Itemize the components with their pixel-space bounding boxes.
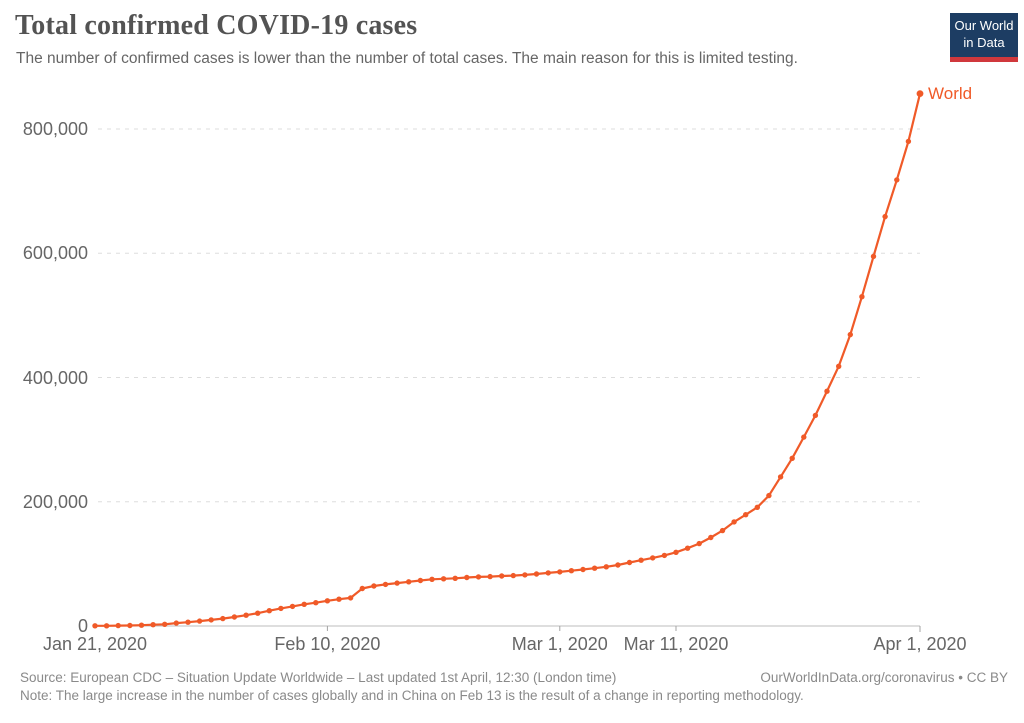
- data-point: [336, 596, 342, 602]
- data-point: [545, 570, 551, 576]
- source-text: Source: European CDC – Situation Update …: [20, 670, 617, 685]
- data-point: [324, 598, 331, 604]
- page-title: Total confirmed COVID-19 cases: [15, 10, 418, 41]
- data-point: [673, 549, 679, 555]
- data-point: [138, 622, 145, 628]
- data-point: [766, 492, 772, 499]
- data-line-world: [93, 92, 922, 627]
- data-point: [580, 566, 586, 573]
- data-point: [220, 615, 226, 622]
- data-point: [894, 177, 900, 183]
- data-point: [196, 618, 203, 624]
- attribution-link[interactable]: OurWorldInData.org/coronavirus • CC BY: [760, 670, 1008, 685]
- data-point: [440, 576, 447, 582]
- page-subtitle: The number of confirmed cases is lower t…: [16, 50, 798, 67]
- x-tick-label: Apr 1, 2020: [873, 634, 967, 654]
- series-label-world: World: [928, 83, 973, 103]
- data-point: [812, 412, 819, 419]
- data-point: [533, 571, 540, 577]
- data-point: [243, 612, 249, 618]
- data-point: [266, 608, 272, 614]
- data-point: [382, 581, 389, 588]
- data-point: [162, 621, 168, 627]
- data-point: [406, 579, 412, 585]
- x-tick-label: Mar 11, 2020: [623, 634, 729, 654]
- data-point: [905, 138, 912, 145]
- data-point: [208, 617, 214, 623]
- data-point: [522, 572, 528, 578]
- data-point: [591, 565, 598, 571]
- data-point: [824, 388, 830, 394]
- data-point: [870, 253, 877, 260]
- data-point: [127, 622, 133, 629]
- y-tick-label: 0: [77, 616, 88, 636]
- data-point: [510, 572, 516, 579]
- data-point: [452, 575, 458, 581]
- data-point: [475, 574, 482, 580]
- data-point: [731, 519, 737, 525]
- data-point: [626, 559, 633, 566]
- data-point: [615, 562, 621, 568]
- data-point: [743, 512, 749, 518]
- data-point: [568, 568, 575, 574]
- data-point: [347, 595, 354, 601]
- data-point: [661, 552, 668, 559]
- data-point: [115, 622, 121, 629]
- data-point: [394, 580, 400, 586]
- data-point: [103, 623, 110, 629]
- data-point: [417, 577, 424, 584]
- data-point: [499, 573, 505, 579]
- y-tick-label: 800,000: [22, 119, 88, 139]
- data-point: [150, 622, 156, 628]
- data-point: [719, 527, 726, 534]
- data-point: [487, 573, 493, 580]
- data-point: [696, 540, 702, 547]
- y-tick-label: 600,000: [22, 243, 88, 264]
- data-point: [359, 585, 365, 592]
- x-tick-label: Feb 10, 2020: [274, 634, 381, 654]
- note-text: Note: The large increase in the number o…: [20, 688, 804, 703]
- logo-line1: Our World: [954, 18, 1014, 34]
- data-point: [255, 610, 261, 616]
- data-point: [278, 605, 284, 612]
- y-tick-label: 400,000: [22, 367, 88, 388]
- data-point: [289, 603, 296, 610]
- data-point: [173, 620, 179, 626]
- data-point: [301, 601, 307, 607]
- x-tick-label: Jan 21, 2020: [42, 634, 148, 654]
- data-point: [231, 614, 238, 620]
- data-point: [916, 90, 924, 97]
- data-point: [92, 623, 98, 629]
- data-point: [650, 555, 656, 561]
- data-point: [603, 564, 609, 570]
- data-point: [557, 569, 563, 575]
- x-tick-label: Mar 1, 2020: [511, 634, 608, 654]
- logo-line2: in Data: [963, 35, 1005, 50]
- data-point: [638, 557, 644, 563]
- data-point: [859, 294, 865, 300]
- data-point: [371, 583, 377, 589]
- data-point: [801, 434, 807, 440]
- data-point: [708, 534, 714, 541]
- y-tick-label: 200,000: [22, 491, 88, 512]
- data-point: [836, 363, 842, 369]
- data-point: [684, 545, 691, 551]
- data-point: [789, 455, 795, 461]
- data-point: [313, 600, 319, 606]
- data-point: [754, 504, 760, 510]
- data-point: [185, 619, 191, 625]
- data-point: [882, 213, 888, 220]
- data-point: [777, 474, 784, 480]
- data-point: [429, 576, 435, 582]
- data-point: [464, 574, 470, 581]
- data-point: [847, 331, 853, 338]
- owid-logo[interactable]: Our World in Data: [950, 13, 1018, 62]
